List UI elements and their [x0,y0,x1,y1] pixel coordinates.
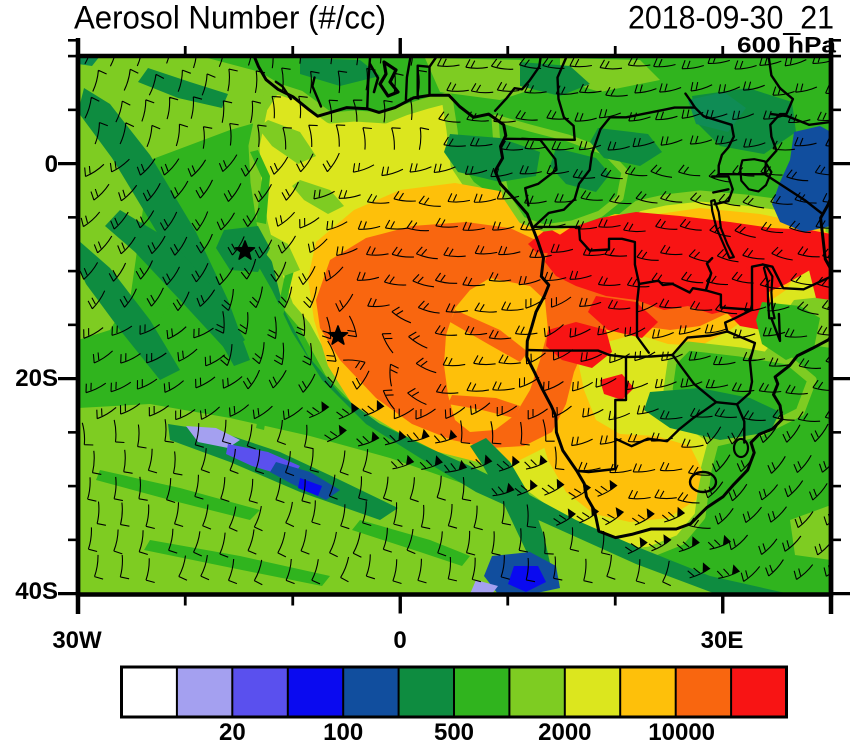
svg-text:20S: 20S [15,365,58,392]
svg-text:30W: 30W [52,627,102,654]
svg-text:500: 500 [434,719,474,746]
svg-text:100: 100 [323,719,363,746]
svg-text:20: 20 [219,719,246,746]
svg-text:0: 0 [45,151,58,178]
svg-text:Aerosol Number (#/cc): Aerosol Number (#/cc) [74,0,386,36]
svg-text:40S: 40S [15,578,58,605]
svg-text:30E: 30E [701,627,744,654]
svg-text:2018-09-30_21: 2018-09-30_21 [628,0,834,36]
svg-text:600 hPa: 600 hPa [737,33,837,58]
svg-text:2000: 2000 [538,719,591,746]
svg-text:0: 0 [393,627,406,654]
svg-text:10000: 10000 [648,719,715,746]
